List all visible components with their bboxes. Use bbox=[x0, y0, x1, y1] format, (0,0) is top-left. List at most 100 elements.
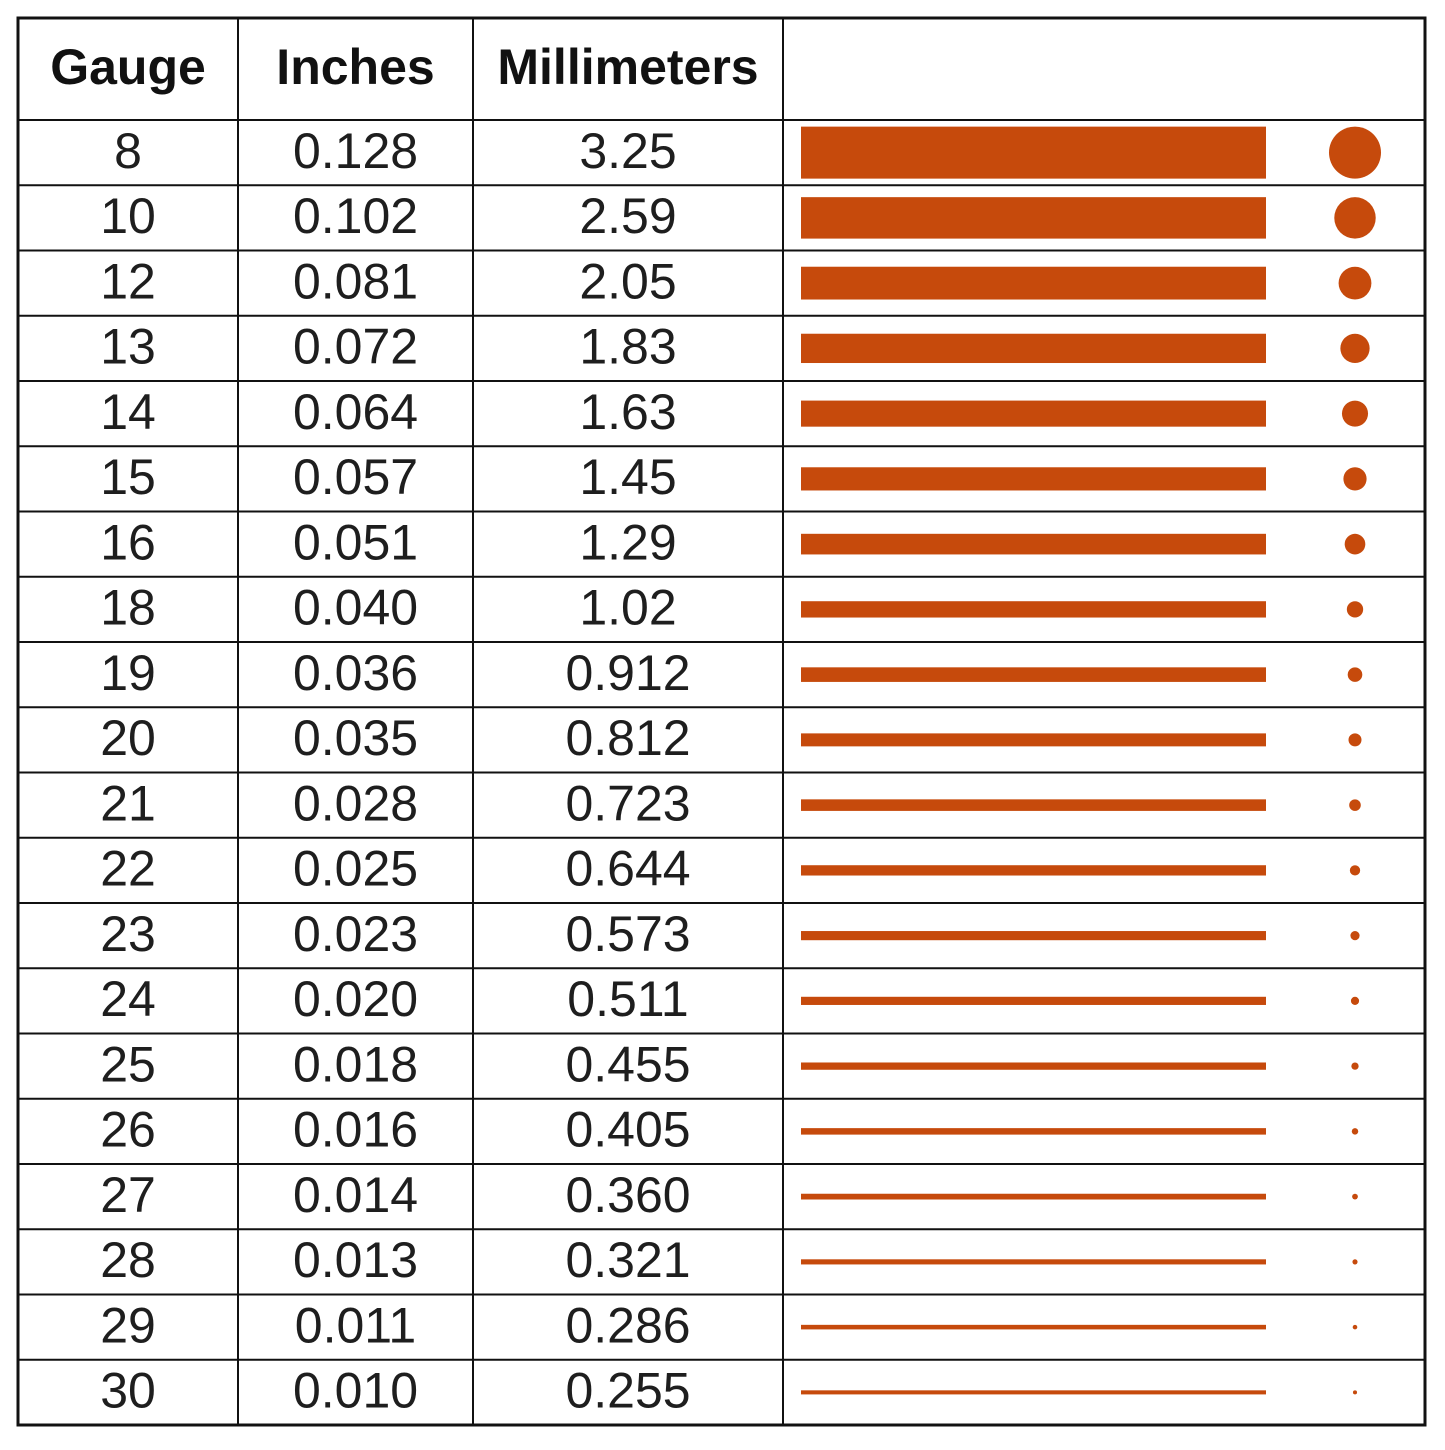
table-cell: 24 bbox=[100, 971, 156, 1027]
wire-bar bbox=[801, 667, 1266, 682]
wire-bar bbox=[801, 1390, 1266, 1395]
table-cell: 0.102 bbox=[293, 188, 418, 244]
wire-dot bbox=[1350, 931, 1360, 941]
wire-bar bbox=[801, 1193, 1266, 1200]
table-cell: 1.29 bbox=[579, 514, 676, 570]
table-cell: 0.255 bbox=[565, 1363, 690, 1419]
table-cell: 30 bbox=[100, 1363, 156, 1419]
wire-bar bbox=[801, 533, 1266, 555]
wire-dot bbox=[1344, 533, 1366, 555]
wire-dot bbox=[1329, 126, 1381, 179]
wire-dot bbox=[1343, 467, 1367, 491]
table-cell: 0.128 bbox=[293, 123, 418, 179]
wire-bar bbox=[801, 601, 1266, 618]
table-cell: 29 bbox=[100, 1297, 156, 1353]
table-cell: 14 bbox=[100, 384, 156, 440]
table-cell: 21 bbox=[100, 775, 156, 831]
wire-dot bbox=[1351, 1128, 1359, 1135]
wire-dot bbox=[1349, 799, 1361, 811]
table-cell: 0.081 bbox=[293, 253, 418, 309]
table-cell: 0.573 bbox=[565, 906, 690, 962]
table-cell: 3.25 bbox=[579, 123, 676, 179]
table-cell: 0.812 bbox=[565, 710, 690, 766]
table-cell: 0.020 bbox=[293, 971, 418, 1027]
table-cell: 16 bbox=[100, 514, 156, 570]
wire-dot bbox=[1352, 1324, 1358, 1330]
wire-dot bbox=[1352, 1259, 1358, 1265]
wire-dot bbox=[1352, 1193, 1358, 1200]
wire-dot bbox=[1334, 197, 1376, 239]
table-cell: 1.63 bbox=[579, 384, 676, 440]
wire-dot bbox=[1347, 667, 1363, 682]
table-cell: 0.035 bbox=[293, 710, 418, 766]
table-cell: 23 bbox=[100, 906, 156, 962]
table-border bbox=[16, 16, 1427, 1427]
wire-bar bbox=[801, 126, 1266, 179]
table-cell: 19 bbox=[100, 645, 156, 701]
table-cell: 20 bbox=[100, 710, 156, 766]
wire-dot bbox=[1340, 333, 1370, 364]
header-cell: Gauge bbox=[50, 39, 206, 95]
wire-bar bbox=[801, 733, 1266, 747]
table-cell: 22 bbox=[100, 841, 156, 897]
table-cell: 28 bbox=[100, 1232, 156, 1288]
table-cell: 0.064 bbox=[293, 384, 418, 440]
wire-bar bbox=[801, 1259, 1266, 1265]
table-cell: 0.360 bbox=[565, 1167, 690, 1223]
table-cell: 2.05 bbox=[579, 253, 676, 309]
wire-bar bbox=[801, 1324, 1266, 1330]
table-cell: 26 bbox=[100, 1102, 156, 1158]
table-cell: 0.405 bbox=[565, 1102, 690, 1158]
table-cell: 2.59 bbox=[579, 188, 676, 244]
table-cell: 0.321 bbox=[565, 1232, 690, 1288]
wire-bar bbox=[801, 197, 1266, 239]
table-cell: 0.051 bbox=[293, 514, 418, 570]
table-cell: 8 bbox=[114, 123, 142, 179]
table-cell: 0.072 bbox=[293, 319, 418, 375]
wire-dot bbox=[1346, 601, 1364, 618]
wire-bar bbox=[801, 799, 1266, 811]
table-cell: 0.912 bbox=[565, 645, 690, 701]
table-cell: 0.723 bbox=[565, 775, 690, 831]
table-cell: 12 bbox=[100, 253, 156, 309]
wire-bar bbox=[801, 400, 1266, 427]
table-cell: 0.036 bbox=[293, 645, 418, 701]
header-cell: Millimeters bbox=[497, 39, 758, 95]
table-cell: 0.511 bbox=[567, 971, 688, 1027]
table-cell: 1.83 bbox=[579, 319, 676, 375]
table-cell: 1.45 bbox=[579, 449, 676, 505]
table-cell: 0.286 bbox=[565, 1297, 690, 1353]
table-cell: 0.644 bbox=[565, 841, 690, 897]
wire-dot bbox=[1338, 266, 1372, 300]
table-cell: 15 bbox=[100, 449, 156, 505]
table-cell: 0.040 bbox=[293, 580, 418, 636]
wire-bar bbox=[801, 333, 1266, 364]
table-cell: 1.02 bbox=[579, 580, 676, 636]
table-cell: 10 bbox=[100, 188, 156, 244]
table-cell: 27 bbox=[100, 1167, 156, 1223]
table-cell: 0.023 bbox=[293, 906, 418, 962]
wire-bar bbox=[801, 1062, 1266, 1070]
wire-dot bbox=[1350, 996, 1360, 1005]
wire-dot bbox=[1351, 1062, 1359, 1070]
wire-bar bbox=[801, 1128, 1266, 1135]
table-cell: 0.010 bbox=[293, 1363, 418, 1419]
table-cell: 0.057 bbox=[293, 449, 418, 505]
wire-dot bbox=[1349, 865, 1361, 876]
wire-bar bbox=[801, 266, 1266, 300]
wire-bar bbox=[801, 996, 1266, 1005]
table-cell: 25 bbox=[100, 1036, 156, 1092]
table-cell: 0.028 bbox=[293, 775, 418, 831]
table-cell: 0.016 bbox=[293, 1102, 418, 1158]
table-cell: 0.018 bbox=[293, 1036, 418, 1092]
table-cell: 0.011 bbox=[295, 1297, 416, 1353]
table-cell: 0.014 bbox=[293, 1167, 418, 1223]
wire-dot bbox=[1341, 400, 1369, 427]
table-cell: 0.455 bbox=[565, 1036, 690, 1092]
table-cell: 18 bbox=[100, 580, 156, 636]
wire-bar bbox=[801, 931, 1266, 941]
wire-dot bbox=[1348, 733, 1362, 747]
table-cell: 0.013 bbox=[293, 1232, 418, 1288]
